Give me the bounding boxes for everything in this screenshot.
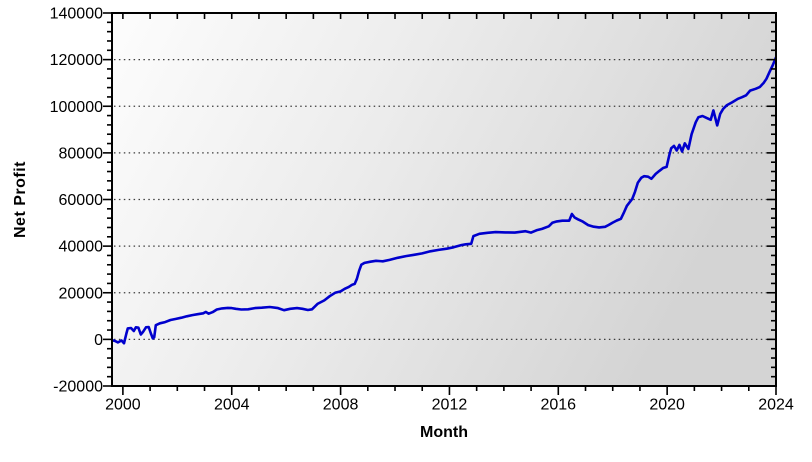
y-tick-label: 40000 xyxy=(59,239,104,256)
gridlines xyxy=(114,59,774,340)
y-tick-label: 0 xyxy=(94,332,103,349)
x-tick-label: 2020 xyxy=(649,397,685,414)
y-tick-label: 80000 xyxy=(59,145,104,162)
y-tick-label: 140000 xyxy=(50,6,103,23)
x-axis-title: Month xyxy=(420,424,468,441)
x-tick-label: 2008 xyxy=(323,397,359,414)
x-tick-label: 2004 xyxy=(214,397,250,414)
x-tick-label: 2016 xyxy=(540,397,576,414)
x-tick-label: 2012 xyxy=(432,397,468,414)
y-tick-label: 60000 xyxy=(59,192,104,209)
data-series xyxy=(112,55,776,345)
x-tick-label: 2024 xyxy=(758,397,794,414)
y-tick-label: -20000 xyxy=(53,379,103,396)
y-axis-title: Net Profit xyxy=(12,161,29,238)
plot-background xyxy=(112,13,776,386)
y-tick-label: 20000 xyxy=(59,285,104,302)
tick-labels: -20000 0 20000 40000 60000 80000 100000 120000 1… xyxy=(50,6,794,414)
y-tick-label: 100000 xyxy=(50,99,103,116)
net-profit-line xyxy=(112,55,776,345)
plot-border xyxy=(111,12,777,387)
y-tick-label: 120000 xyxy=(50,52,103,69)
x-tick-label: 2000 xyxy=(105,397,141,414)
